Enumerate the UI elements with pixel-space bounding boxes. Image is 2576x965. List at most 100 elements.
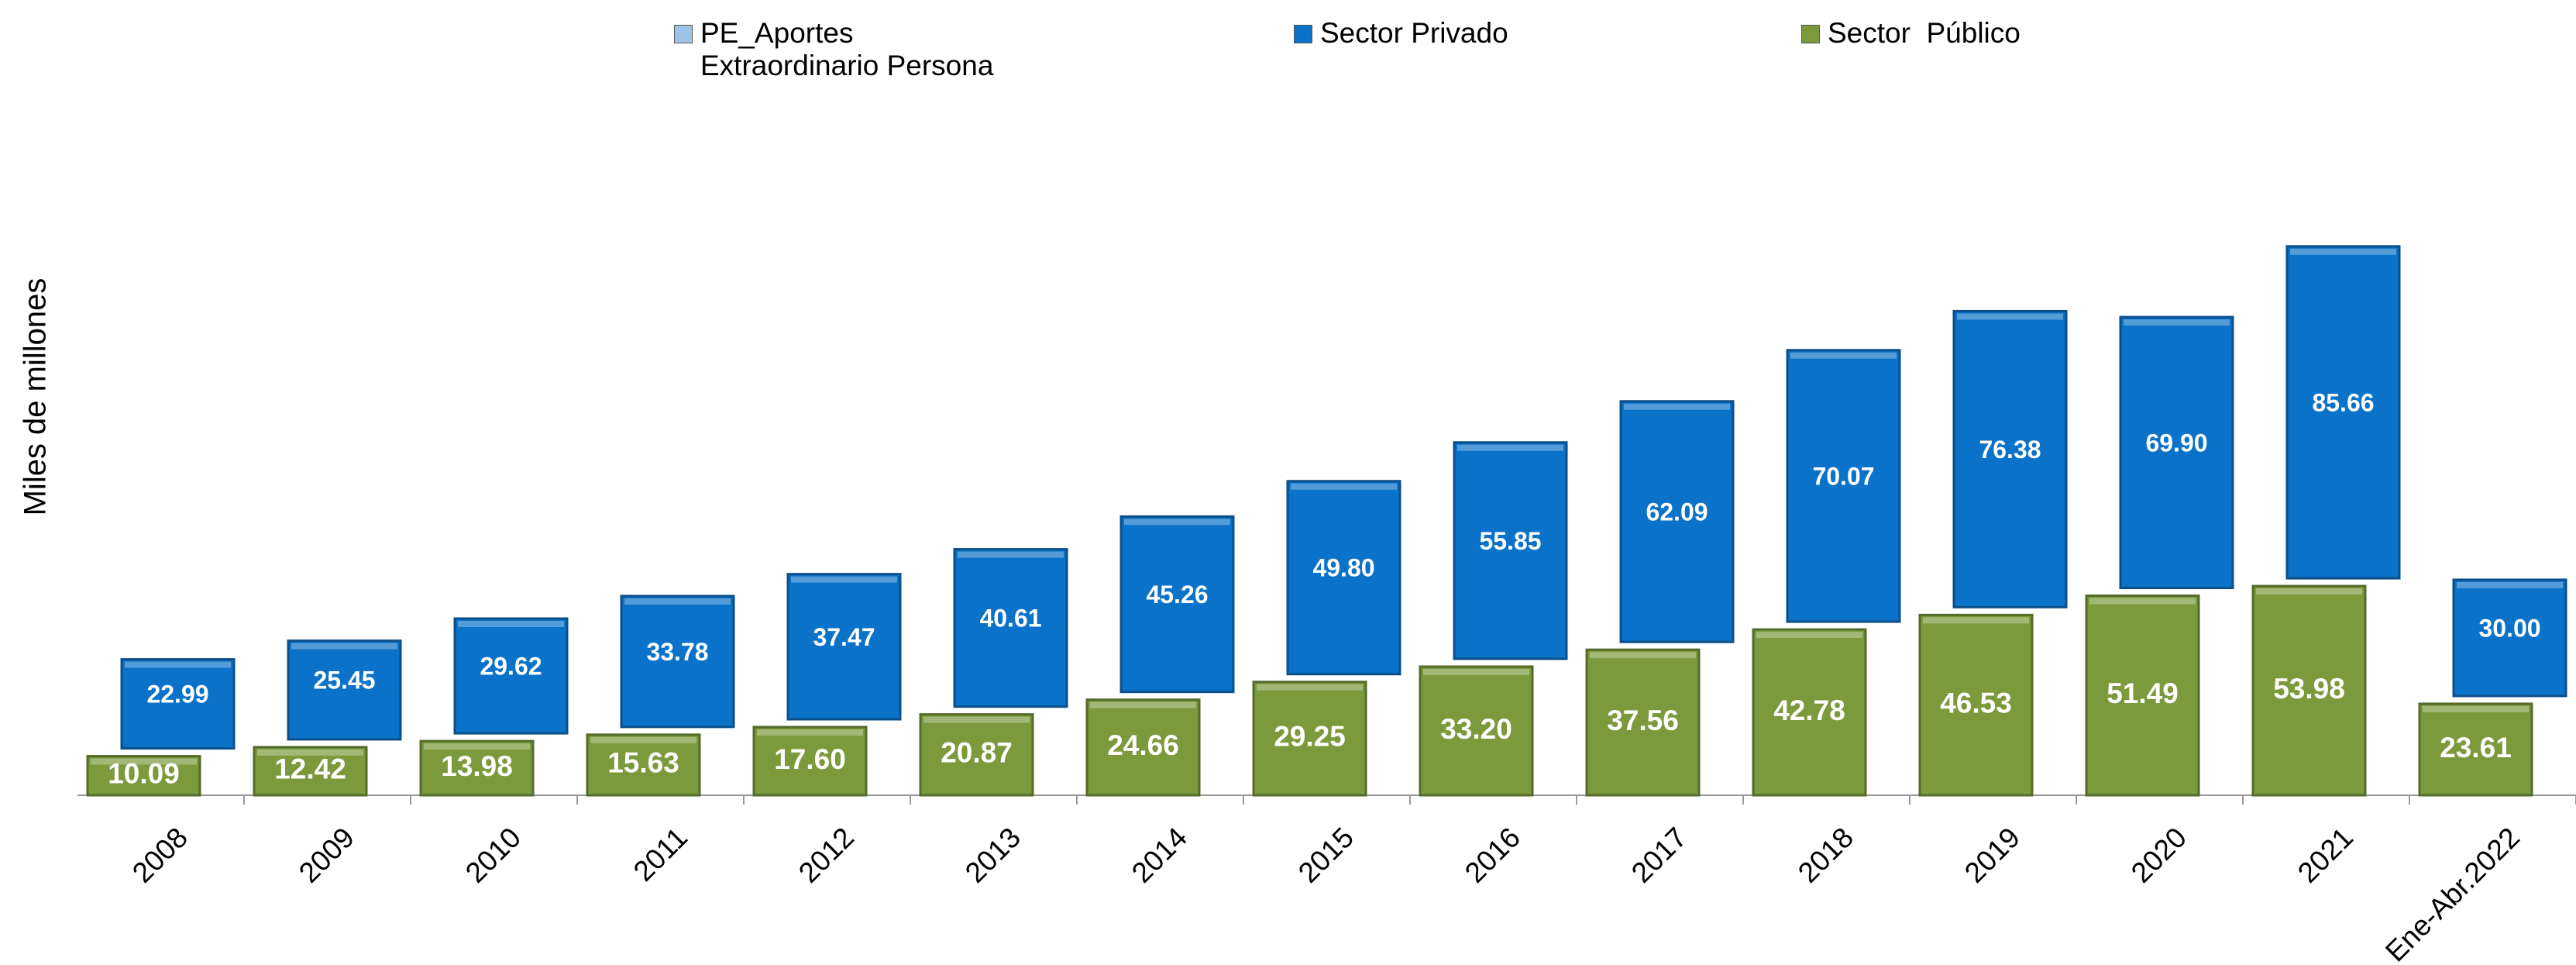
- bar-shine: [424, 743, 530, 750]
- bar: [1619, 400, 1735, 643]
- bar: [1419, 665, 1534, 797]
- bar-shine: [125, 661, 231, 668]
- legend-label: Sector Público: [1828, 17, 2021, 49]
- data-label: 37.47: [813, 623, 875, 651]
- legend-item: PE_Aportes Extraordinario Persona: [674, 17, 1030, 82]
- data-label: 30.00: [2478, 614, 2540, 642]
- bar: [1252, 681, 1367, 797]
- x-tick-label: 2019: [1959, 822, 2026, 889]
- bar-shine: [1624, 403, 1730, 410]
- bar-shine: [958, 551, 1064, 558]
- bar-shine: [1957, 313, 2063, 320]
- x-tick-label: 2010: [459, 822, 527, 889]
- data-label: 85.66: [2312, 388, 2374, 416]
- bar-shine: [1457, 444, 1563, 451]
- data-label: 40.61: [979, 605, 1041, 632]
- x-tick-label: 2013: [959, 822, 1027, 889]
- data-label: 55.85: [1479, 527, 1541, 555]
- bar: [2285, 245, 2401, 580]
- data-label: 37.56: [1607, 705, 1679, 736]
- bar-shine: [757, 729, 863, 736]
- bar: [1085, 698, 1201, 797]
- x-tick-label: 2014: [1126, 822, 1193, 889]
- legend-swatch: [1294, 25, 1312, 43]
- data-label: 49.80: [1312, 554, 1374, 582]
- bar: [253, 746, 368, 797]
- bar-shine: [1423, 669, 1529, 675]
- bar-shine: [1756, 632, 1862, 639]
- bar: [1752, 628, 1867, 797]
- bar: [586, 733, 701, 797]
- bar: [1918, 613, 2034, 797]
- data-label: 42.78: [1773, 694, 1845, 726]
- bar-shine: [590, 736, 696, 743]
- bar-shine: [1790, 352, 1897, 359]
- bar-shine: [2124, 319, 2230, 326]
- bar: [120, 658, 236, 750]
- data-label: 15.63: [607, 747, 679, 779]
- data-label: 12.42: [274, 753, 346, 785]
- bar: [2452, 578, 2567, 698]
- bar: [752, 725, 868, 797]
- bar: [953, 548, 1068, 708]
- x-tick-label: 2016: [1459, 822, 1526, 889]
- legend-swatch: [1801, 25, 1820, 43]
- bar-shine: [1257, 684, 1363, 691]
- data-label: 25.45: [313, 667, 375, 694]
- bar-shine: [2256, 588, 2362, 595]
- x-tick-label: 2018: [1792, 822, 1859, 889]
- bar-shine: [2457, 581, 2563, 588]
- data-label: 51.49: [2107, 677, 2179, 709]
- data-label: 23.61: [2440, 732, 2512, 763]
- bar: [287, 639, 402, 741]
- x-tick-label: 2017: [1625, 822, 1693, 889]
- x-tick-label: 2012: [793, 822, 860, 889]
- x-tick-label: Ene-Abr.2022: [2379, 822, 2526, 965]
- bar: [620, 595, 735, 729]
- bar-shine: [923, 716, 1030, 723]
- bar-shine: [458, 621, 564, 627]
- data-label: 24.66: [1107, 729, 1179, 761]
- bar: [2418, 702, 2533, 797]
- data-label: 33.78: [646, 638, 708, 666]
- bar: [2119, 315, 2234, 590]
- legend-label: Sector Privado: [1320, 17, 1508, 49]
- x-tick-label: 2015: [1292, 822, 1360, 889]
- data-label: 29.25: [1274, 721, 1346, 753]
- x-tick-label: 2011: [628, 822, 693, 887]
- data-label: 13.98: [441, 750, 513, 782]
- bar: [1952, 309, 2068, 608]
- bar-shine: [2423, 705, 2529, 712]
- bar: [786, 573, 902, 721]
- bar-shine: [291, 643, 397, 650]
- data-label: 17.60: [774, 743, 846, 775]
- bar: [1786, 349, 1901, 623]
- x-tick-label: 2009: [293, 822, 360, 889]
- data-label: 20.87: [941, 737, 1013, 769]
- bar: [1585, 648, 1701, 797]
- bar-shine: [1291, 483, 1397, 490]
- bar-shine: [1590, 652, 1696, 659]
- bar-shine: [257, 749, 363, 756]
- data-label: 10.09: [108, 758, 180, 790]
- bar: [919, 713, 1034, 797]
- legend-swatch: [674, 25, 693, 43]
- bar-shine: [624, 598, 731, 605]
- bar-shine: [1124, 519, 1230, 526]
- data-label: 69.90: [2145, 429, 2207, 457]
- x-tick-label: 2021: [2292, 822, 2359, 889]
- bar: [86, 755, 201, 797]
- bar: [1453, 441, 1568, 660]
- bar: [2085, 595, 2200, 797]
- bar: [1119, 515, 1235, 694]
- legend-item: Sector Público: [1801, 17, 2021, 50]
- data-label: 53.98: [2273, 673, 2345, 705]
- bar-shine: [791, 576, 897, 583]
- bar: [1286, 480, 1401, 676]
- y-axis-label: Miles de millones: [19, 278, 53, 516]
- bar-shine: [2290, 248, 2396, 255]
- data-label: 22.99: [146, 681, 208, 708]
- data-label: 46.53: [1940, 687, 2012, 719]
